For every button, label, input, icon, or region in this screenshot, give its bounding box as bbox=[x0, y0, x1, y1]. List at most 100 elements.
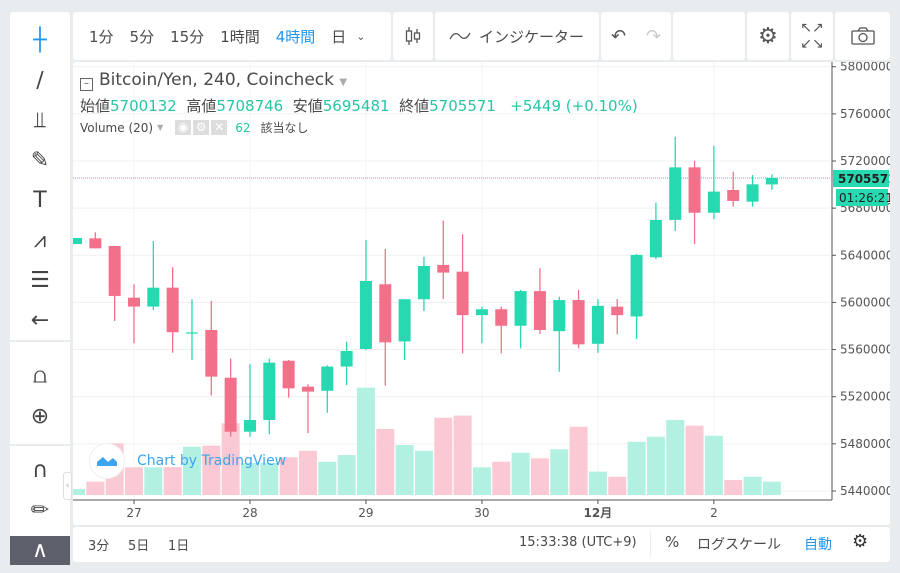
settings-icon: ⚙ bbox=[758, 23, 778, 49]
candle bbox=[707, 145, 720, 220]
range-button-0[interactable]: 3分 bbox=[88, 539, 110, 554]
ruler-icon[interactable]: ⩍ bbox=[32, 363, 48, 389]
range-button-1[interactable]: 5日 bbox=[128, 539, 150, 554]
y-tick-label: 5600000 bbox=[840, 295, 890, 309]
volume-bar bbox=[550, 449, 569, 495]
volume-extra: 該当なし bbox=[260, 121, 309, 135]
y-tick-label: 5440000 bbox=[840, 484, 890, 498]
candle bbox=[611, 299, 624, 335]
text-icon[interactable]: T bbox=[33, 187, 47, 213]
candle-body bbox=[379, 284, 392, 343]
trend-line-icon[interactable]: ∕ bbox=[36, 67, 44, 93]
high-label: 高値 bbox=[186, 97, 217, 115]
volume-label[interactable]: Volume (20) bbox=[80, 120, 154, 135]
zoom-in-icon[interactable]: ⊕ bbox=[30, 403, 50, 429]
timeframe-2[interactable]: 15分 bbox=[170, 27, 205, 46]
candlestick-chart[interactable]: 5800000576000057200005680000564000056000… bbox=[73, 62, 890, 525]
candle-body bbox=[166, 287, 179, 333]
volume-bar bbox=[337, 455, 356, 495]
timeframe-0[interactable]: 1分 bbox=[89, 27, 114, 46]
candle-body bbox=[591, 305, 604, 344]
settings-button[interactable]: ⚙ bbox=[747, 12, 789, 60]
candle bbox=[514, 290, 527, 349]
camera-icon bbox=[850, 27, 875, 45]
volume-bar bbox=[588, 471, 607, 495]
change-value: +5449 (+0.10%) bbox=[510, 97, 638, 115]
candle bbox=[591, 299, 604, 353]
candle bbox=[359, 239, 372, 351]
lock-drawing-icon[interactable]: ✏ bbox=[30, 497, 50, 523]
tradingview-logo-icon bbox=[89, 443, 125, 479]
range-button-2[interactable]: 1日 bbox=[168, 539, 190, 554]
fullscreen-icon: ↖↗ ↙↘ bbox=[800, 20, 824, 52]
indicators-button[interactable]: インジケーター bbox=[435, 12, 599, 60]
timeframe-3[interactable]: 1時間 bbox=[220, 27, 260, 46]
gear-icon[interactable]: ⚙ bbox=[193, 120, 210, 135]
chevron-down-icon[interactable]: ⌄ bbox=[356, 29, 366, 43]
volume-bar bbox=[240, 463, 259, 495]
volume-bar bbox=[395, 445, 414, 495]
timeframe-4[interactable]: 4時間 bbox=[275, 27, 316, 46]
timeframe-1[interactable]: 5分 bbox=[129, 27, 155, 46]
drawing-toolbar bbox=[10, 12, 70, 565]
candle-body bbox=[765, 178, 778, 185]
eye-icon[interactable]: ◉ bbox=[175, 120, 192, 135]
volume-bar bbox=[124, 467, 143, 495]
tradingview-watermark[interactable]: Chart by TradingView bbox=[89, 443, 286, 479]
candle-body bbox=[649, 219, 662, 258]
collapse-icon[interactable]: – bbox=[80, 78, 93, 91]
candle-body bbox=[263, 362, 276, 421]
candle-body bbox=[301, 386, 314, 392]
collapse-toolbar-button[interactable]: ‹ bbox=[63, 472, 72, 500]
candle-body bbox=[417, 266, 430, 300]
y-tick-label: 5560000 bbox=[840, 343, 890, 357]
candle bbox=[456, 234, 469, 354]
caret-down-icon[interactable]: ▼ bbox=[157, 123, 164, 132]
pattern-icon[interactable]: ⩘ bbox=[33, 227, 47, 253]
hide-drawings-icon[interactable]: ∧ bbox=[10, 536, 70, 565]
log-scale-button[interactable]: ログスケール bbox=[697, 537, 781, 553]
volume-bar bbox=[530, 458, 549, 495]
volume-bar bbox=[762, 481, 781, 495]
x-tick-label: 2 bbox=[710, 506, 718, 520]
close-icon[interactable]: ✕ bbox=[211, 120, 228, 135]
volume-legend: Volume (20) ▼ ◉ ⚙ ✕ 62 該当なし bbox=[80, 119, 309, 136]
settings-icon[interactable]: ⚙ bbox=[852, 531, 869, 552]
volume-bar bbox=[86, 481, 105, 495]
volume-bar bbox=[472, 467, 491, 495]
chart-type-button[interactable] bbox=[393, 12, 433, 60]
timeframe-5[interactable]: 日 bbox=[331, 27, 347, 46]
candle bbox=[224, 358, 237, 437]
magnet-icon[interactable]: ∩ bbox=[31, 457, 49, 483]
symbol-title[interactable]: Bitcoin/Yen, 240, Coincheck bbox=[99, 70, 334, 90]
volume-bar bbox=[492, 461, 511, 495]
candle bbox=[572, 290, 585, 349]
arrow-left-icon[interactable]: ← bbox=[30, 307, 50, 333]
candle bbox=[746, 175, 759, 207]
undo-icon[interactable]: ↶ bbox=[610, 25, 627, 47]
volume-bar bbox=[724, 479, 743, 495]
candle-body bbox=[611, 306, 624, 316]
crosshair-icon[interactable]: ┼ bbox=[33, 27, 47, 53]
auto-scale-button[interactable]: 自動 bbox=[804, 537, 832, 553]
candle bbox=[185, 299, 198, 360]
open-label: 始値 bbox=[80, 97, 111, 115]
fib-icon[interactable]: ☰ bbox=[30, 267, 50, 293]
redo-icon[interactable]: ↷ bbox=[645, 25, 662, 47]
volume-bar bbox=[453, 415, 472, 495]
screenshot-button[interactable] bbox=[835, 12, 890, 60]
fullscreen-button[interactable]: ↖↗ ↙↘ bbox=[791, 12, 833, 60]
candle-body bbox=[398, 299, 411, 342]
brush-icon[interactable]: ✎ bbox=[30, 147, 50, 173]
candle-body bbox=[282, 360, 295, 389]
candle bbox=[73, 237, 82, 244]
high-value: 5708746 bbox=[216, 97, 284, 115]
percent-scale-button[interactable]: % bbox=[665, 533, 680, 551]
clock: 15:33:38 (UTC+9) bbox=[519, 535, 637, 550]
y-tick-label: 5720000 bbox=[840, 154, 890, 168]
caret-down-icon[interactable]: ▼ bbox=[339, 77, 348, 88]
pitchfork-icon[interactable]: ⫫ bbox=[33, 107, 47, 133]
candle bbox=[417, 256, 430, 312]
volume-bar bbox=[608, 476, 627, 495]
candle bbox=[321, 365, 334, 413]
